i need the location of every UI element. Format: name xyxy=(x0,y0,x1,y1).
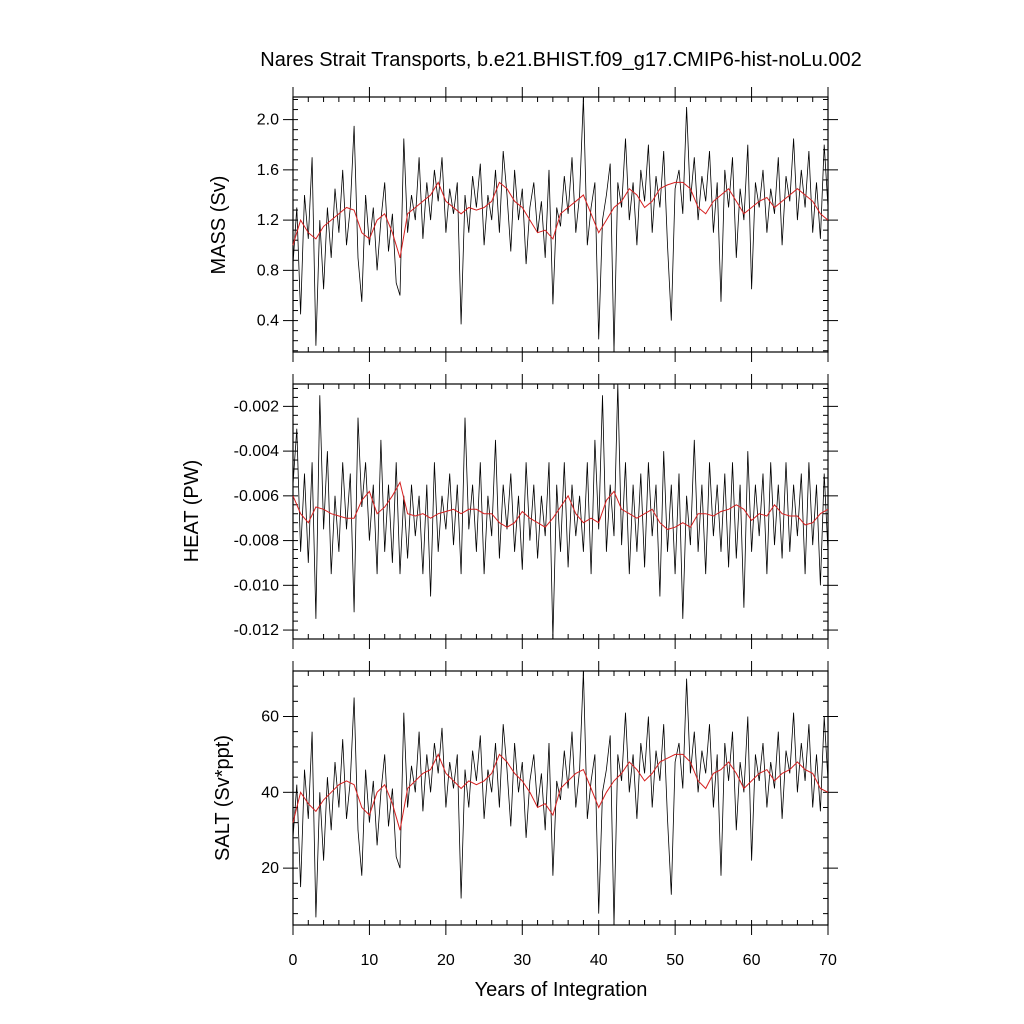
mass-plot-area: 0.4 0.8 1.2 1.6 2.0 xyxy=(257,87,838,362)
x-tick-label: 40 xyxy=(590,952,608,969)
heat-y-tick-label: -0.006 xyxy=(234,488,279,505)
mass-y-tick-label: 2.0 xyxy=(257,112,279,129)
heat-raw-series xyxy=(292,383,829,640)
heat-y-axis-label: HEAT (PW) xyxy=(181,460,203,563)
salt-y-tick-label: 40 xyxy=(261,784,279,801)
x-tick-label: 60 xyxy=(743,952,761,969)
heat-y-tick-label: -0.002 xyxy=(234,398,279,415)
x-tick-label: 0 xyxy=(289,952,298,969)
heat-y-tick-label: -0.004 xyxy=(234,443,279,460)
heat-y-tick-label: -0.012 xyxy=(234,622,279,639)
heat-plot-area: -0.012 -0.010 -0.008 -0.006 -0.004 -0.002 xyxy=(234,374,838,649)
heat-smoothed-series xyxy=(292,481,829,530)
salt-y-axis-label: SALT (Sv*ppt) xyxy=(212,735,234,861)
heat-y-tick-label: -0.008 xyxy=(234,533,279,550)
heat-y-tick-label: -0.010 xyxy=(234,577,279,594)
heat-frame xyxy=(292,383,829,640)
x-axis-label: Years of Integration xyxy=(475,979,648,1001)
x-tick-label: 10 xyxy=(361,952,379,969)
x-tick-label: 50 xyxy=(666,952,684,969)
salt-frame xyxy=(292,670,829,926)
mass-raw-series xyxy=(292,96,829,353)
mass-smoothed-series xyxy=(292,181,829,258)
salt-y-tick-label: 60 xyxy=(261,708,279,725)
heat-panel: HEAT (PW) -0.012 -0.010 -0.008 -0.006 -0.004… xyxy=(181,374,838,649)
salt-raw-series xyxy=(292,670,829,926)
chart-title: Nares Strait Transports, b.e21.BHIST.f09… xyxy=(260,49,861,71)
mass-y-tick-label: 0.8 xyxy=(257,262,279,279)
mass-y-tick-label: 1.6 xyxy=(257,162,279,179)
salt-panel: SALT (Sv*ppt) 20 40 60 0 10 20 30 40 50 60 70 xyxy=(212,661,838,969)
x-tick-label: 30 xyxy=(513,952,531,969)
mass-panel: MASS (Sv) 0.4 0.8 1.2 1.6 2.0 xyxy=(208,87,838,362)
salt-y-tick-label: 20 xyxy=(261,860,279,877)
mass-y-axis-label: MASS (Sv) xyxy=(208,176,230,275)
mass-y-tick-label: 1.2 xyxy=(257,212,279,229)
salt-plot-area: 20 40 60 0 10 20 30 40 50 60 70 xyxy=(261,661,838,969)
salt-smoothed-series xyxy=(292,753,829,831)
mass-frame xyxy=(292,96,829,353)
mass-y-tick-label: 0.4 xyxy=(257,313,279,330)
x-tick-label: 20 xyxy=(437,952,455,969)
x-tick-label: 70 xyxy=(819,952,837,969)
